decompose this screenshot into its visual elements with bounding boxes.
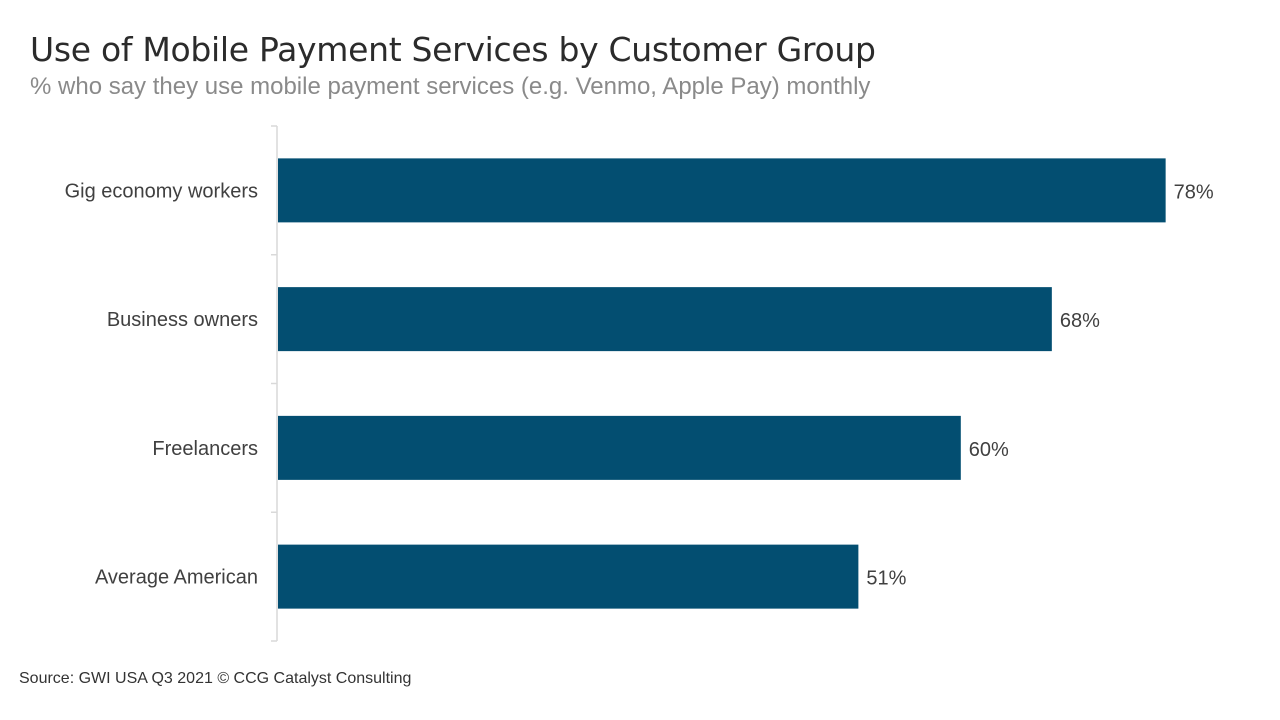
bar-freelancers xyxy=(278,415,961,480)
value-label: 68% xyxy=(1060,310,1100,332)
category-label: Business owners xyxy=(107,309,258,331)
bar-business-owners xyxy=(278,287,1052,352)
bar-average-american xyxy=(278,544,859,609)
value-label: 78% xyxy=(1174,181,1214,203)
category-label: Freelancers xyxy=(152,438,258,460)
category-label: Gig economy workers xyxy=(65,180,258,202)
category-label: Average American xyxy=(95,567,258,589)
value-label: 60% xyxy=(969,439,1009,461)
source-note: Source: GWI USA Q3 2021 © CCG Catalyst C… xyxy=(19,670,412,687)
bar-gig-economy-workers xyxy=(278,158,1166,223)
chart-title: Use of Mobile Payment Services by Custom… xyxy=(30,30,876,69)
chart-subtitle: % who say they use mobile payment servic… xyxy=(30,73,871,100)
value-label: 51% xyxy=(866,568,906,590)
